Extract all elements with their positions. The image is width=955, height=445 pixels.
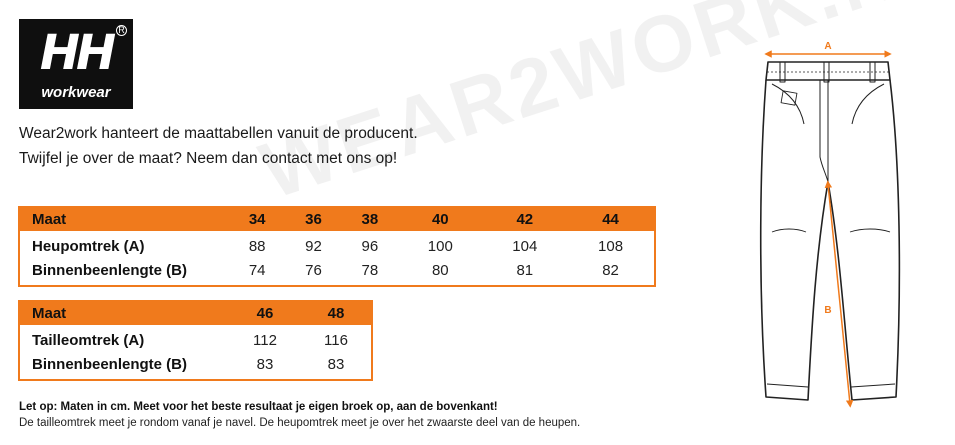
measurement-note: Let op: Maten in cm. Meet voor het beste…: [19, 399, 580, 431]
trousers-outline: [759, 61, 901, 401]
table-cell: 116: [324, 331, 348, 349]
row-label: Heupomtrek (A): [32, 237, 145, 255]
table-header-row: Maat 46 48: [19, 301, 372, 325]
logo-tagline: workwear: [41, 84, 111, 101]
row-label: Tailleomtrek (A): [32, 331, 145, 349]
table-cell: 83: [256, 355, 274, 373]
table-cell: 78: [361, 261, 379, 279]
table-cell: 82: [602, 261, 619, 279]
table-cell: 96: [361, 237, 379, 255]
header-cell: Maat: [19, 207, 229, 231]
intro-line-2: Twijfel je over de maat? Neem dan contac…: [19, 150, 398, 167]
table-cell: 112: [253, 331, 277, 349]
table-row: Binnenbeenlengte (B) 83 83: [19, 352, 372, 380]
header-cell: 40: [398, 207, 483, 231]
table-row: Heupomtrek (A) 88 92 96 100 104 108: [19, 231, 655, 258]
table-cell: 76: [305, 261, 322, 279]
table-cell: 83: [327, 355, 345, 373]
table-header-row: Maat 34 36 38 40 42 44: [19, 207, 655, 231]
table-row: Binnenbeenlengte (B) 74 76 78 80 81 82: [19, 258, 655, 286]
table-cell: 104: [512, 237, 538, 255]
header-cell: 34: [229, 207, 286, 231]
header-cell: 48: [301, 301, 372, 325]
table-cell: 92: [305, 237, 322, 255]
brand-logo: HH R workwear: [19, 19, 133, 109]
logo-mark: HH: [39, 25, 116, 81]
table-row: Tailleomtrek (A) 112 116: [19, 325, 372, 352]
header-cell: 36: [285, 207, 342, 231]
size-table-2: Maat 46 48 Tailleomtrek (A) 112 116 Binn…: [18, 300, 373, 381]
header-cell: Maat: [19, 301, 229, 325]
row-label: Binnenbeenlengte (B): [32, 355, 188, 373]
row-label: Binnenbeenlengte (B): [32, 261, 188, 279]
header-cell: 44: [567, 207, 655, 231]
intro-line-1: Wear2work hanteert de maattabellen vanui…: [19, 125, 418, 142]
table-cell: 88: [248, 237, 266, 255]
size-table-1: Maat 34 36 38 40 42 44 Heupomtrek (A) 88…: [18, 206, 656, 287]
note-normal: De tailleomtrek meet je rondom vanaf je …: [19, 417, 581, 429]
header-cell: 42: [482, 207, 568, 231]
intro-text: Wear2work hanteert de maattabellen vanui…: [19, 121, 418, 171]
label-b: B: [824, 305, 831, 316]
note-bold: Let op: Maten in cm. Meet voor het beste…: [19, 401, 498, 413]
table-cell: 81: [516, 261, 534, 279]
table-cell: 74: [248, 261, 266, 279]
table-cell: 100: [427, 237, 453, 255]
measure-line-b: [824, 180, 854, 408]
table-cell: 108: [598, 237, 624, 255]
trousers-measurement-diagram: A B: [759, 41, 901, 408]
table-cell: 80: [431, 261, 449, 279]
header-cell: 46: [229, 301, 301, 325]
registered-mark: R: [116, 25, 127, 36]
header-cell: 38: [341, 207, 399, 231]
label-a: A: [824, 41, 831, 52]
